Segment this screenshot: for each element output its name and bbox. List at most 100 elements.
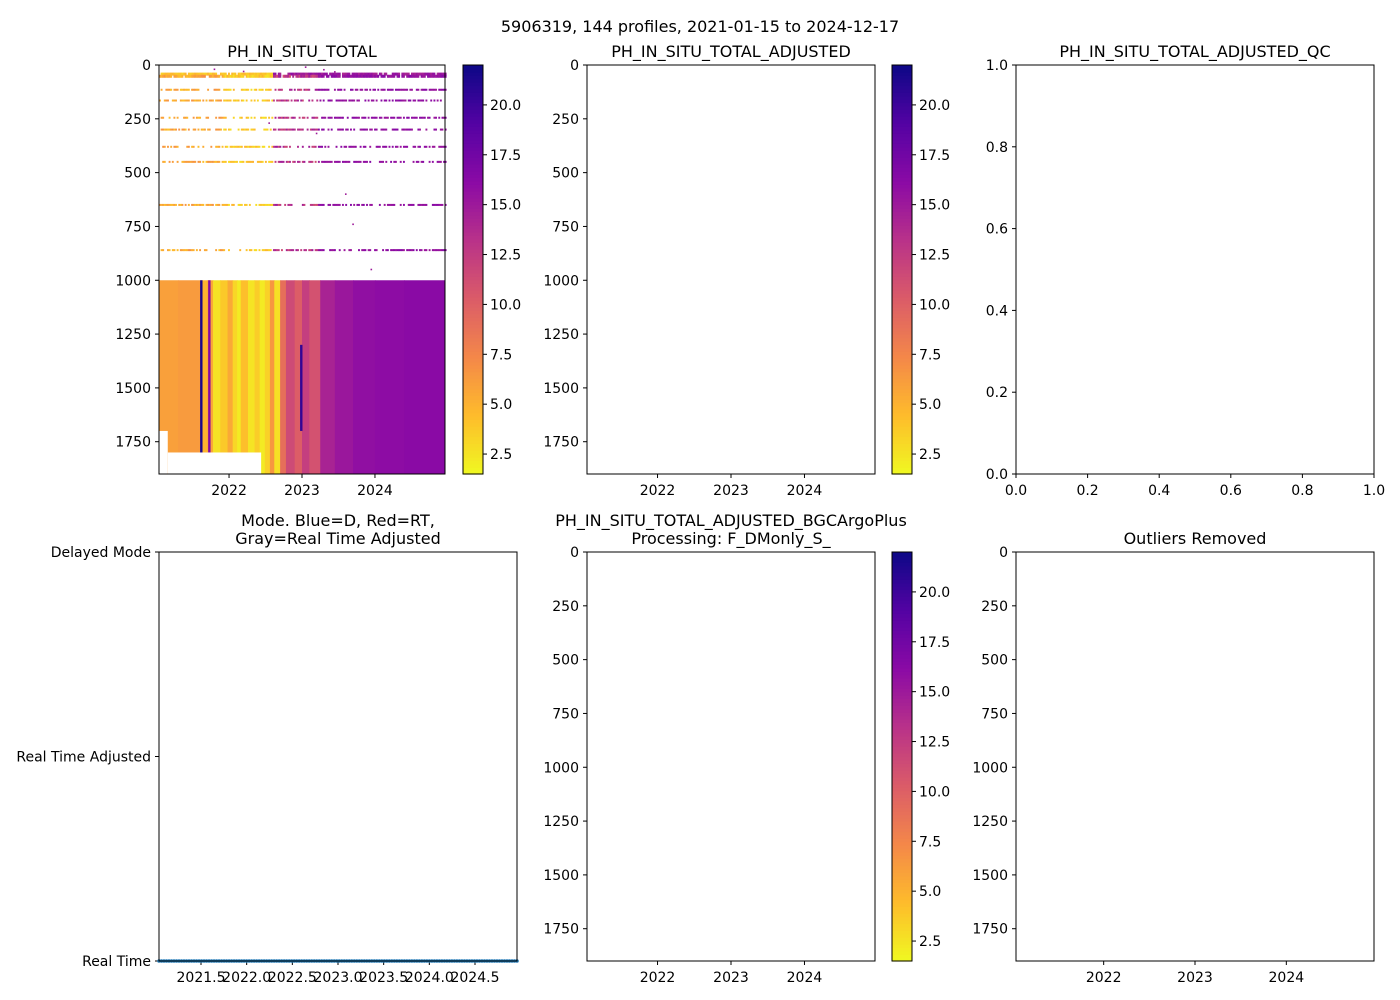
colorbar-segment xyxy=(463,269,483,274)
colorbar-segment xyxy=(892,276,912,281)
heatmap-cell xyxy=(311,249,314,252)
heatmap-cell xyxy=(375,128,378,131)
heatmap-cell xyxy=(374,116,376,119)
heatmap-cell xyxy=(327,74,330,78)
colorbar-segment xyxy=(463,422,483,427)
colorbar-segment xyxy=(892,848,912,853)
colorbar-segment xyxy=(892,739,912,744)
colorbar-segment xyxy=(463,470,483,475)
colorbar-segment xyxy=(463,65,483,70)
heatmap-cell xyxy=(268,72,271,76)
heatmap-cell xyxy=(264,160,267,163)
heatmap-cell xyxy=(271,99,274,102)
heatmap-cell xyxy=(179,203,182,206)
heatmap-cell xyxy=(205,160,208,163)
colorbar-segment xyxy=(892,467,912,472)
heatmap-cell xyxy=(341,74,344,78)
heatmap-cell xyxy=(186,116,189,119)
heatmap-cell xyxy=(412,116,415,119)
heatmap-cell xyxy=(203,74,206,78)
heatmap-cell xyxy=(192,74,195,78)
heatmap-cell xyxy=(232,203,235,206)
heatmap-cell xyxy=(211,72,214,76)
heatmap-cell xyxy=(269,160,272,163)
heatmap-cell xyxy=(313,145,315,148)
heatmap-cell xyxy=(175,88,177,91)
heatmap-cell xyxy=(289,145,291,148)
colorbar-segment xyxy=(892,242,912,247)
heatmap-cell xyxy=(369,74,372,78)
heatmap-cell xyxy=(423,88,426,91)
colorbar-segment xyxy=(463,160,483,165)
heatmap-cell xyxy=(428,72,431,76)
heatmap-cell xyxy=(173,116,176,119)
heatmap-cell xyxy=(194,160,197,163)
heatmap-cell xyxy=(377,145,380,148)
heatmap-cell xyxy=(398,249,401,252)
colorbar-segment xyxy=(892,109,912,114)
heatmap-cell xyxy=(316,116,319,119)
heatmap-cell xyxy=(409,99,412,102)
colorbar-segment xyxy=(892,684,912,689)
heatmap-cell xyxy=(282,116,285,119)
heatmap-cell xyxy=(173,249,176,252)
heatmap-cell xyxy=(351,88,354,91)
heatmap-cell xyxy=(186,160,189,163)
heatmap-cell xyxy=(417,128,420,131)
heatmap-cell xyxy=(444,145,447,148)
axes-title: PH_IN_SITU_TOTAL xyxy=(227,42,377,62)
heatmap-cell xyxy=(199,74,202,78)
heatmap-cell xyxy=(388,74,391,78)
colorbar-segment xyxy=(892,620,912,625)
heatmap-cell xyxy=(252,74,255,78)
colorbar-segment xyxy=(892,903,912,908)
heatmap-cell xyxy=(219,128,222,131)
heatmap-cell xyxy=(268,203,271,206)
heatmap-cell xyxy=(258,203,261,206)
heatmap-cell xyxy=(377,88,380,91)
heatmap-cell xyxy=(399,145,402,148)
heatmap-cell xyxy=(317,249,320,252)
heatmap-cell xyxy=(324,88,327,91)
heatmap-cell xyxy=(179,72,182,76)
colorbar-segment xyxy=(463,351,483,356)
colorbar-segment xyxy=(463,225,483,230)
heatmap-cell xyxy=(236,145,238,148)
heatmap-cell xyxy=(443,145,446,148)
heatmap-cell xyxy=(245,74,248,78)
x-tick-label: 2023 xyxy=(713,970,749,986)
heatmap-cell xyxy=(191,160,194,163)
colorbar-segment xyxy=(892,623,912,628)
colorbar-tick-label: 2.5 xyxy=(919,934,941,950)
heatmap-cell xyxy=(319,249,322,252)
heatmap-cell xyxy=(279,88,282,91)
heatmap-cell xyxy=(215,160,218,163)
colorbar-segment xyxy=(892,715,912,720)
heatmap-cell xyxy=(297,72,299,76)
heatmap-cell xyxy=(335,74,338,78)
heatmap-cell xyxy=(375,116,378,119)
heatmap-cell xyxy=(330,160,333,163)
colorbar-frame xyxy=(891,64,913,475)
heatmap-cell xyxy=(232,72,235,76)
heatmap-cell xyxy=(350,203,352,206)
heatmap-cell xyxy=(215,99,218,102)
heatmap-cell xyxy=(244,72,246,76)
heatmap-cell xyxy=(297,99,299,102)
heatmap-cell xyxy=(199,203,202,206)
heatmap-cell xyxy=(439,88,442,91)
heatmap-cell xyxy=(436,203,439,206)
heatmap-cell xyxy=(419,128,421,131)
heatmap-cell xyxy=(386,203,389,206)
heatmap-cell xyxy=(197,128,200,131)
heatmap-cell xyxy=(386,74,389,78)
heatmap-cell xyxy=(263,203,266,206)
heatmap-cell xyxy=(218,74,221,78)
heatmap-cell xyxy=(375,249,378,252)
heatmap-cell xyxy=(369,160,372,163)
colorbar-segment xyxy=(463,122,483,127)
heatmap-cell xyxy=(226,88,229,91)
heatmap-cell xyxy=(353,203,356,206)
colorbar-segment xyxy=(463,337,483,342)
y-tick-label: 0 xyxy=(570,545,579,561)
